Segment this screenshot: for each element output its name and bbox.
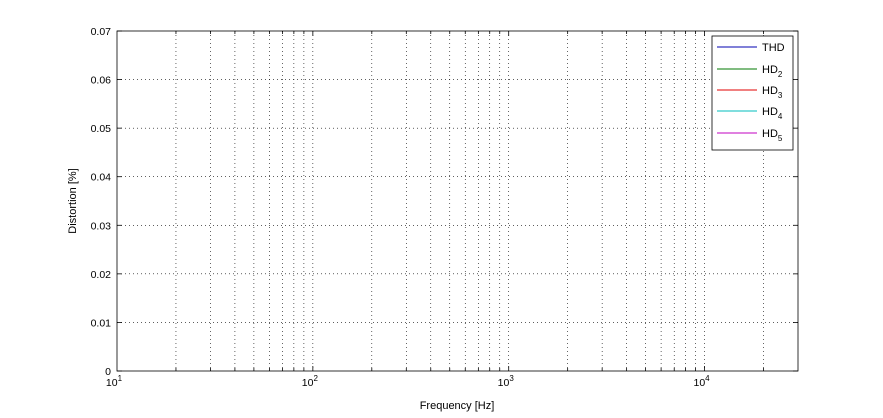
legend-box (711, 35, 794, 151)
x-tick-labels: 101 102 103 104 (106, 374, 710, 389)
y-tick-label: 0.05 (91, 123, 112, 135)
plot-area-background (117, 31, 798, 371)
legend-label-subscript: 4 (778, 112, 783, 121)
plot-area-border (116, 30, 799, 372)
legend-label-subscript: 5 (778, 134, 783, 143)
y-tick-label: 0.02 (91, 269, 112, 281)
x-tick-label-exponent: 2 (313, 374, 318, 383)
legend-label-hd5: HD5 (762, 128, 783, 143)
legend-label-hd3: HD3 (762, 85, 783, 100)
x-tick-label: 101 (106, 374, 123, 389)
x-tick-label-base: 10 (693, 377, 705, 389)
y-tick-label: 0 (105, 366, 111, 378)
y-axis-label: Distortion [%] (67, 168, 79, 233)
x-tick-label: 104 (693, 374, 710, 389)
x-tick-label: 102 (302, 374, 319, 389)
grid (117, 31, 798, 371)
y-tick-label: 0.04 (91, 172, 112, 184)
legend-label-text: THD (762, 42, 785, 54)
legend-label-thd: THD (762, 42, 785, 54)
x-tick-label-base: 10 (498, 377, 510, 389)
x-axis-label: Frequency [Hz] (420, 400, 495, 412)
axis-ticks (117, 30, 798, 372)
y-tick-label: 0.07 (91, 26, 112, 38)
legend-label-text: HD (762, 106, 778, 118)
y-tick-label: 0.06 (91, 75, 112, 87)
legend-label-subscript: 2 (778, 70, 783, 79)
x-tick-label-exponent: 1 (118, 374, 123, 383)
legend-label-text: HD (762, 85, 778, 97)
x-tick-label-base: 10 (106, 377, 118, 389)
legend-label-text: HD (762, 128, 778, 140)
y-tick-label: 0.03 (91, 220, 112, 232)
y-tick-label: 0.01 (91, 317, 112, 329)
legend-label-text: HD (762, 64, 778, 76)
x-tick-label: 103 (498, 374, 515, 389)
x-tick-label-base: 10 (302, 377, 314, 389)
x-tick-label-exponent: 4 (705, 374, 710, 383)
x-tick-label-exponent: 3 (509, 374, 514, 383)
legend-label-hd4: HD4 (762, 106, 783, 121)
y-tick-labels: 0 0.01 0.02 0.03 0.04 0.05 0.06 0.07 (91, 26, 112, 378)
legend-label-hd2: HD2 (762, 64, 783, 79)
legend-label-subscript: 3 (778, 91, 783, 100)
